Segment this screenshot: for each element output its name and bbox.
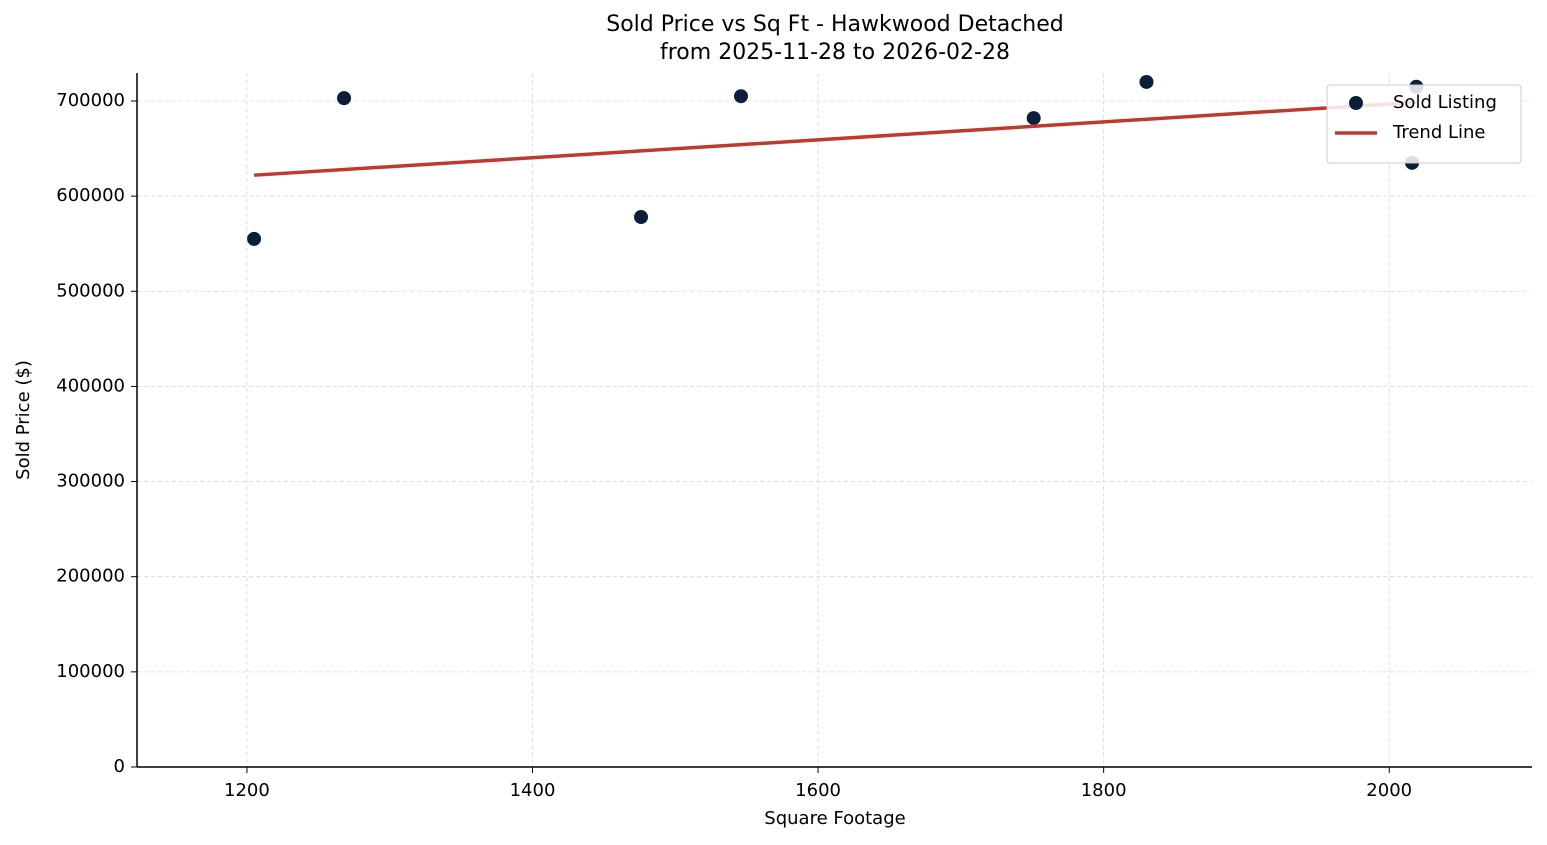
y-tick-label: 700000 [56,90,125,111]
x-tick-label: 1800 [1081,780,1127,801]
point [337,91,352,106]
y-tick-label: 100000 [56,661,125,682]
y-tick-label: 200000 [56,566,125,587]
x-tick-label: 1400 [510,780,556,801]
legend-marker [1349,96,1363,110]
y-tick-label: 0 [114,756,125,777]
legend-label: Trend Line [1392,122,1486,143]
x-axis-label: Square Footage [764,808,905,829]
trend-line [253,100,1417,177]
point [1139,74,1154,89]
x-tick-label: 1600 [795,780,841,801]
point [247,231,262,246]
y-tick-label: 300000 [56,471,125,492]
x-tick-label: 2000 [1366,780,1412,801]
y-axis-label: Sold Price ($) [13,360,34,480]
y-tick-label: 500000 [56,280,125,301]
chart-subtitle: from 2025-11-28 to 2026-02-28 [660,40,1010,65]
y-tick-label: 400000 [56,375,125,396]
y-tick-label: 600000 [56,185,125,206]
point [634,210,649,225]
point [1026,111,1041,126]
legend: Sold Listing Trend Line [1326,84,1522,164]
legend-box [1326,84,1522,164]
chart-title: Sold Price vs Sq Ft - Hawkwood Detached [606,12,1064,37]
legend-label: Sold Listing [1393,92,1497,113]
point [733,89,748,104]
x-tick-label: 1200 [224,780,270,801]
